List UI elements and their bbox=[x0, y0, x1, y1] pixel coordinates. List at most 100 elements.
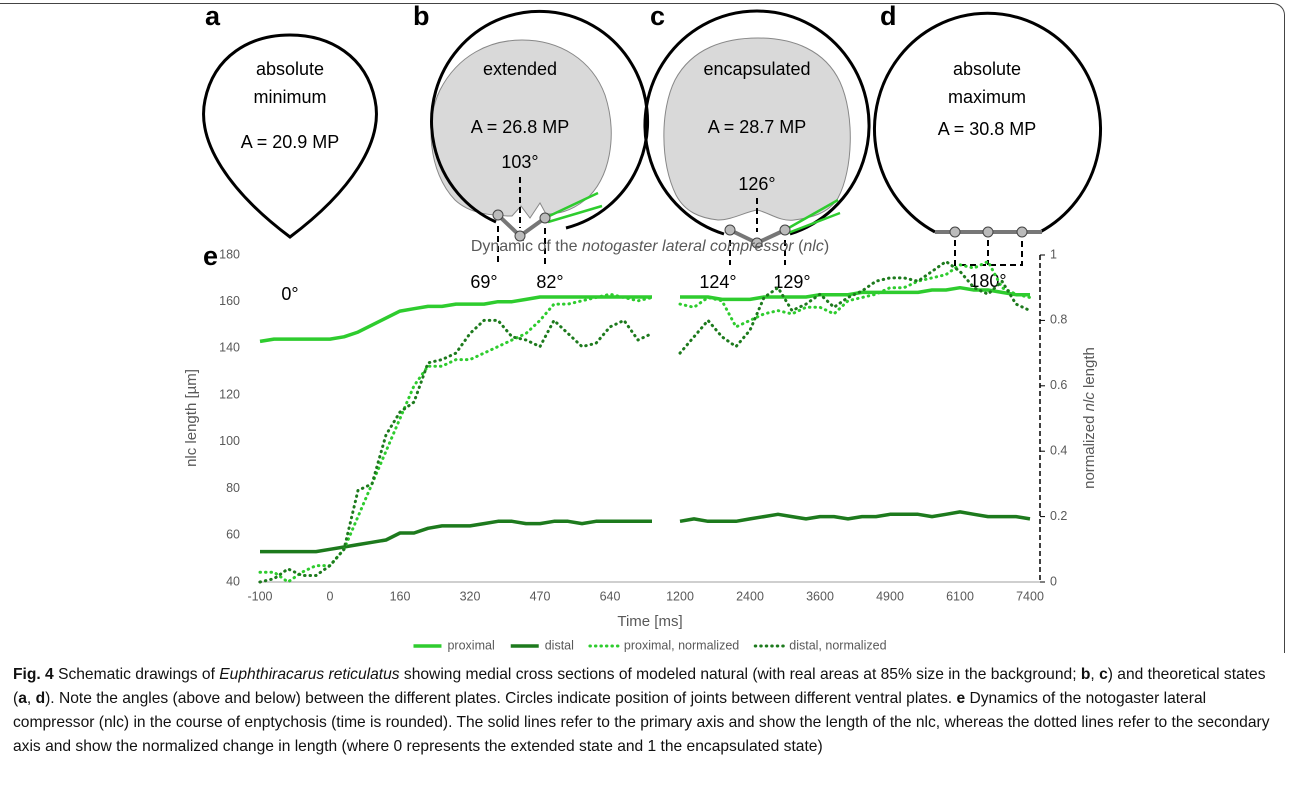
joint bbox=[1016, 226, 1028, 238]
title-segment: nlc bbox=[1081, 392, 1098, 412]
panel-letter: b bbox=[413, 1, 430, 31]
y-tick-label: 100 bbox=[219, 434, 240, 448]
angle-label: 124° bbox=[699, 272, 736, 292]
series-line bbox=[260, 510, 1031, 554]
muscle bbox=[547, 204, 603, 224]
legend-label: distal bbox=[545, 638, 574, 652]
figure: a absolute minimum A = 20.9 MP 0° b exte… bbox=[183, 1, 1102, 652]
joint bbox=[751, 237, 763, 249]
y2-tick-label: 0.8 bbox=[1050, 313, 1067, 327]
angle-guides bbox=[497, 177, 546, 265]
series-line bbox=[258, 260, 1032, 584]
y-axis-title: nlc length [µm] bbox=[183, 369, 200, 467]
angle-guides bbox=[954, 240, 1023, 266]
y-tick-label: 140 bbox=[219, 341, 240, 355]
x-tick-label: 470 bbox=[530, 589, 551, 603]
angle-label: 69° bbox=[470, 272, 497, 292]
chart-title: Dynamic of the notogaster lateral compre… bbox=[471, 238, 829, 255]
joint bbox=[982, 226, 994, 238]
muscle bbox=[544, 191, 599, 220]
area-label: A = 30.8 MP bbox=[938, 119, 1037, 139]
state-label: absolute bbox=[953, 59, 1021, 79]
area-label: A = 26.8 MP bbox=[471, 117, 570, 137]
joint bbox=[724, 224, 736, 236]
y-tick-label: 80 bbox=[226, 481, 240, 495]
state-label: extended bbox=[483, 59, 557, 79]
angle-label: 103° bbox=[501, 152, 538, 172]
legend-label: proximal bbox=[447, 638, 494, 652]
panel-letter: a bbox=[205, 1, 221, 31]
real-area bbox=[430, 39, 612, 219]
x-tick-label: 4900 bbox=[876, 589, 904, 603]
x-tick-label: 1200 bbox=[666, 589, 694, 603]
title-segment: ( bbox=[794, 238, 804, 255]
x-tick-label: 160 bbox=[390, 589, 411, 603]
caption-run: Dynamics of the notogaster lateral compr… bbox=[13, 690, 1270, 755]
x-tick-label: 2400 bbox=[736, 589, 764, 603]
caption-run: ). Note the angles (above and below) bet… bbox=[45, 690, 957, 707]
caption-run: , bbox=[26, 690, 36, 707]
angle-label: 0° bbox=[281, 284, 298, 304]
title-segment: Dynamic of the bbox=[471, 238, 582, 255]
legend: proximal distal proximal, normalized distal… bbox=[413, 638, 887, 652]
title-segment: normalized bbox=[1081, 411, 1098, 489]
joint bbox=[779, 224, 791, 236]
y-tick-label: 120 bbox=[219, 387, 240, 401]
state-label: encapsulated bbox=[703, 59, 810, 79]
y2-tick-label: 1 bbox=[1050, 247, 1057, 261]
caption-run: Fig. 4 bbox=[13, 666, 54, 683]
caption-run: c bbox=[1099, 666, 1108, 683]
angle-label: 126° bbox=[738, 174, 775, 194]
panel-letter: e bbox=[203, 241, 218, 271]
y-tick-label: 180 bbox=[219, 247, 240, 261]
title-segment: nlc bbox=[803, 238, 823, 255]
joint bbox=[539, 212, 551, 224]
y2-tick-label: 0.6 bbox=[1050, 378, 1067, 392]
y-tick-label: 160 bbox=[219, 294, 240, 308]
series-line bbox=[258, 260, 1032, 584]
legend-label: distal, normalized bbox=[789, 638, 886, 652]
caption-run: e bbox=[956, 690, 966, 707]
caption-run: Schematic drawings of bbox=[53, 666, 220, 683]
outline bbox=[202, 33, 378, 239]
y2-tick-label: 0.2 bbox=[1050, 509, 1067, 523]
x-tick-label: 640 bbox=[600, 589, 621, 603]
caption-run: Euphthiracarus reticulatus bbox=[219, 666, 400, 683]
outline bbox=[430, 9, 650, 230]
x-tick-label: 320 bbox=[460, 589, 481, 603]
x-tick-label: -100 bbox=[247, 589, 272, 603]
title-segment: ) bbox=[824, 238, 829, 255]
y2-tick-label: 0.4 bbox=[1050, 443, 1067, 457]
outline bbox=[873, 11, 1102, 234]
title-segment: length bbox=[1081, 347, 1098, 392]
panel-letter: d bbox=[880, 1, 897, 31]
panel-letter: c bbox=[650, 1, 665, 31]
joint bbox=[514, 230, 526, 242]
muscle bbox=[787, 211, 841, 235]
x-tick-label: 3600 bbox=[806, 589, 834, 603]
joint bbox=[949, 226, 961, 238]
y-tick-label: 60 bbox=[226, 528, 240, 542]
y2-axis-title: normalized nlc length bbox=[1081, 347, 1098, 489]
figure-frame bbox=[0, 3, 1285, 653]
area-label: A = 28.7 MP bbox=[708, 117, 807, 137]
state-label: minimum bbox=[253, 87, 326, 107]
area-label: A = 20.9 MP bbox=[241, 132, 340, 152]
caption-run: d bbox=[35, 690, 46, 707]
joint bbox=[492, 209, 504, 221]
x-tick-label: 7400 bbox=[1016, 589, 1044, 603]
caption-run: a bbox=[18, 690, 27, 707]
x-axis-title: Time [ms] bbox=[617, 613, 682, 630]
outline bbox=[643, 9, 871, 236]
caption-run: showing medial cross sections of modeled… bbox=[399, 666, 1081, 683]
angle-label: 129° bbox=[773, 272, 810, 292]
legend-label: proximal, normalized bbox=[624, 638, 739, 652]
caption: Fig. 4 Schematic drawings of Euphthiraca… bbox=[13, 663, 1279, 759]
real-area bbox=[663, 37, 851, 221]
caption-run: , bbox=[1090, 666, 1100, 683]
caption-run: ) and theoretical states ( bbox=[13, 666, 1266, 707]
series-line bbox=[259, 285, 1030, 344]
caption-run: b bbox=[1080, 666, 1091, 683]
y-tick-label: 40 bbox=[226, 574, 240, 588]
